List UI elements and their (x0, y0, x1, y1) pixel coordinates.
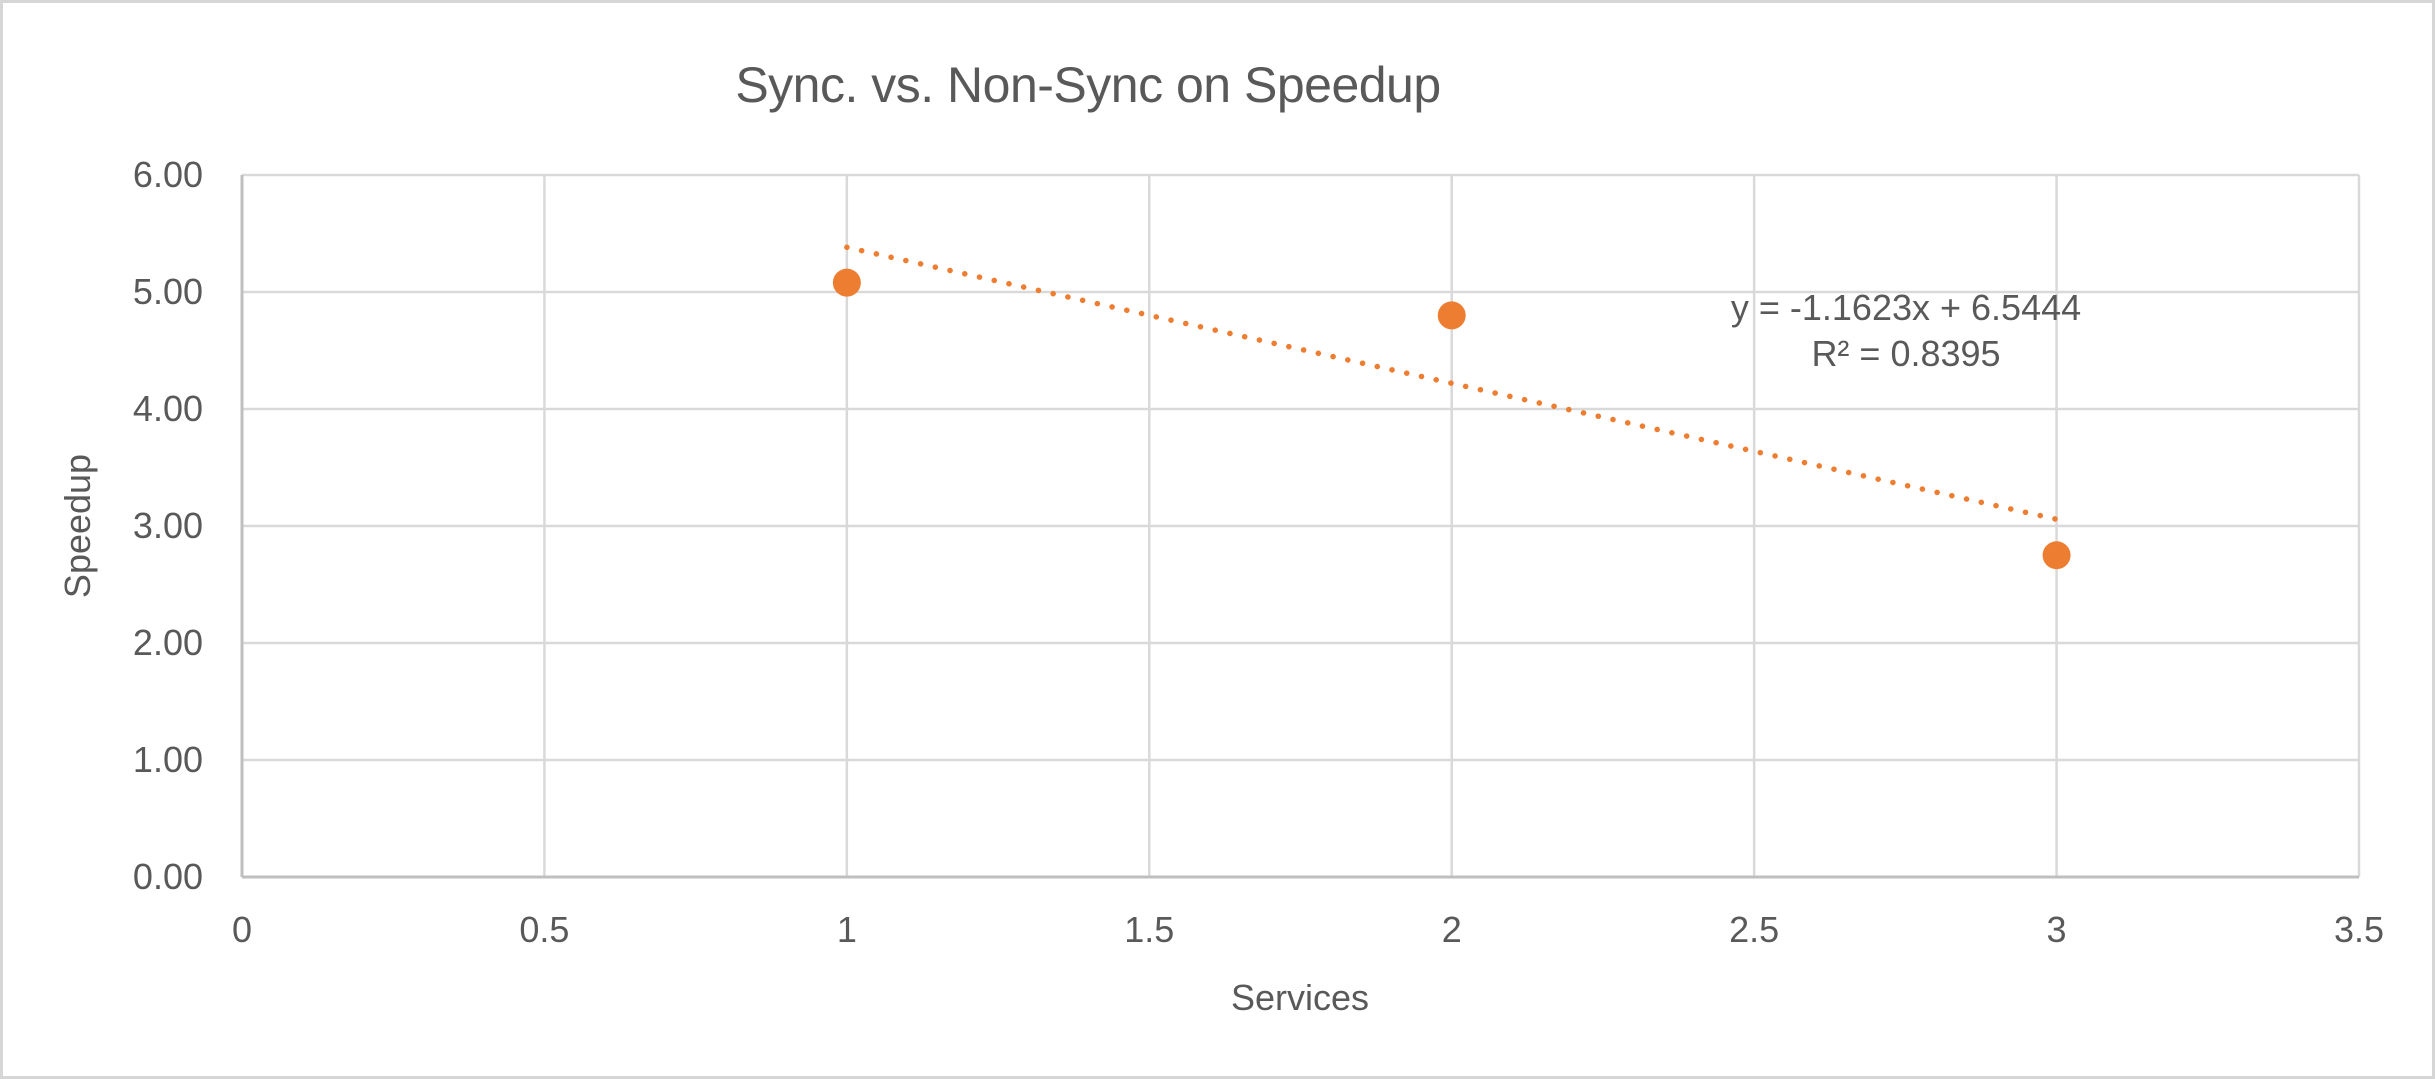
trendline (844, 244, 2060, 523)
data-point (832, 268, 861, 297)
y-tick-label: 3.00 (132, 505, 203, 546)
y-tick-label: 2.00 (132, 622, 203, 663)
data-point (1437, 301, 1466, 330)
trendline-r-squared-label: R² = 0.8395 (1811, 333, 2001, 374)
x-axis-title: Services (1230, 977, 1370, 1018)
y-tick-label: 1.00 (132, 739, 203, 780)
x-tick-label: 3 (2046, 909, 2067, 950)
x-tick-label: 2 (1441, 909, 1462, 950)
x-tick-label: 0 (231, 909, 253, 950)
x-tick-label: 2.5 (1729, 909, 1780, 950)
y-tick-label: 5.00 (132, 271, 203, 312)
y-tick-label: 6.00 (132, 154, 203, 195)
chart-title: Sync. vs. Non-Sync on Speedup (735, 57, 1441, 113)
trendline-equation-label: y = -1.1623x + 6.5444 (1730, 287, 2082, 328)
y-tick-label: 4.00 (132, 388, 203, 429)
x-tick-label: 1.5 (1124, 909, 1175, 950)
y-tick-label: 0.00 (132, 856, 203, 897)
x-tick-label: 3.5 (2333, 909, 2385, 950)
x-tick-label: 0.5 (519, 909, 570, 950)
x-tick-label: 1 (836, 909, 857, 950)
data-point (2042, 541, 2071, 570)
plot-area (240, 173, 2361, 879)
